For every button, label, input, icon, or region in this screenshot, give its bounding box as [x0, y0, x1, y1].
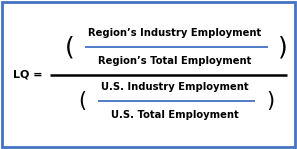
Text: (: (	[65, 35, 75, 59]
Text: (: (	[78, 91, 86, 111]
FancyBboxPatch shape	[2, 2, 295, 147]
Text: ): )	[266, 91, 274, 111]
Text: Region’s Total Employment: Region’s Total Employment	[98, 56, 252, 66]
Text: ): )	[278, 35, 288, 59]
Text: U.S. Industry Employment: U.S. Industry Employment	[101, 82, 249, 92]
Text: LQ =: LQ =	[13, 69, 43, 80]
Text: U.S. Total Employment: U.S. Total Employment	[111, 110, 239, 120]
Text: Region’s Industry Employment: Region’s Industry Employment	[89, 28, 262, 38]
